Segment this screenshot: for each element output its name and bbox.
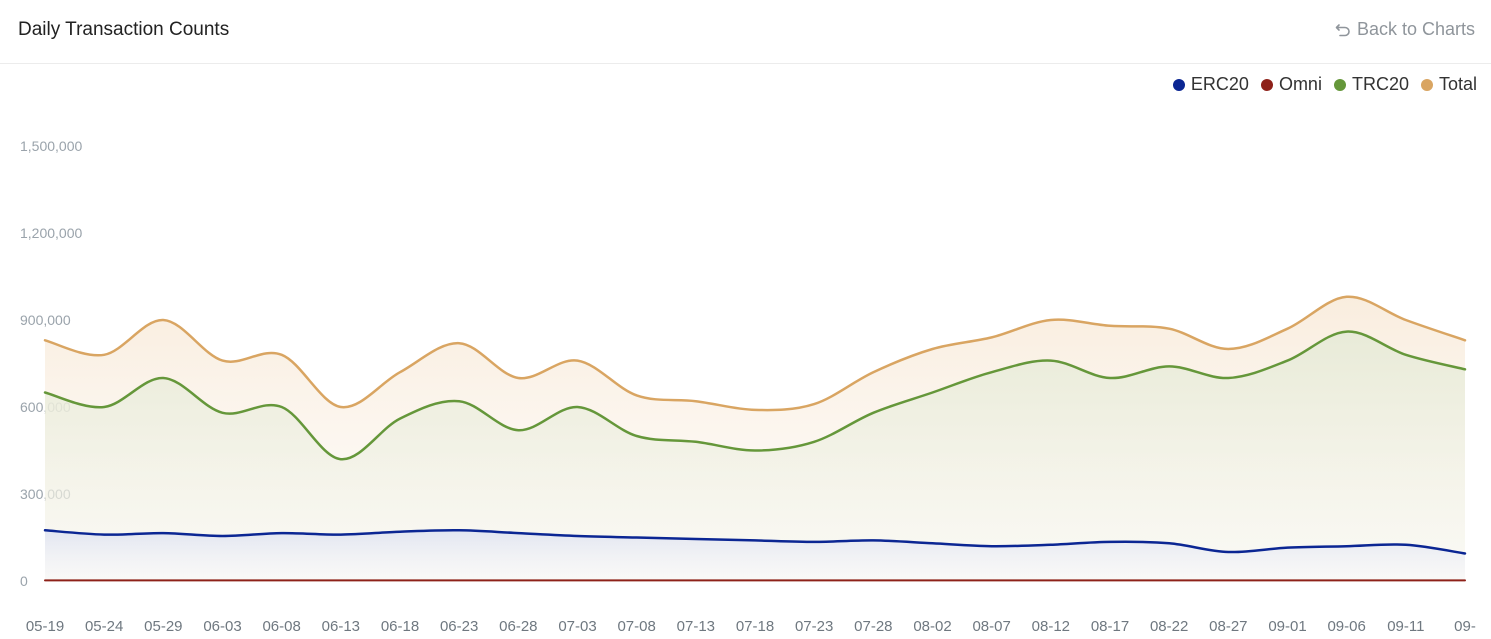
x-tick-label: 06-18 xyxy=(381,618,419,635)
legend-item-trc20[interactable]: TRC20 xyxy=(1333,74,1409,95)
legend-label-total: Total xyxy=(1438,74,1477,94)
series-areas xyxy=(45,296,1465,581)
x-tick-label: 06-23 xyxy=(440,618,478,635)
x-tick-label: 08-02 xyxy=(913,618,951,635)
x-tick-label: 07-18 xyxy=(736,618,774,635)
legend-label-omni: Omni xyxy=(1278,74,1322,94)
legend-dot-trc20 xyxy=(1333,78,1346,91)
x-tick-label: 05-19 xyxy=(26,618,64,635)
back-arrow-icon xyxy=(1335,23,1350,36)
x-tick-label: 08-27 xyxy=(1209,618,1247,635)
x-tick-label: 06-03 xyxy=(203,618,241,635)
x-tick-label: 08-07 xyxy=(972,618,1010,635)
x-tick-label: 06-13 xyxy=(322,618,360,635)
y-tick-label: 1,200,000 xyxy=(20,225,82,241)
x-axis: 05-19 05-24 05-29 06-03 06-08 06-13 06-18 06-23… xyxy=(26,618,1476,635)
x-tick-label: 07-23 xyxy=(795,618,833,635)
y-tick-label: 900,000 xyxy=(20,312,71,328)
back-to-charts-link[interactable]: Back to Charts xyxy=(1335,19,1475,40)
series-area-trc20 xyxy=(45,331,1465,581)
page-title: Daily Transaction Counts xyxy=(18,19,230,40)
y-tick-label: 0 xyxy=(20,573,28,589)
x-tick-label: 06-08 xyxy=(262,618,300,635)
legend-item-total[interactable]: Total xyxy=(1420,74,1477,95)
series-lines xyxy=(43,295,1467,582)
x-tick-label: 06-28 xyxy=(499,618,537,635)
x-tick-label: 09-01 xyxy=(1268,618,1306,635)
legend-dot-total xyxy=(1420,78,1433,91)
back-to-charts-label: Back to Charts xyxy=(1356,19,1475,39)
x-tick-label: 05-24 xyxy=(85,618,123,635)
series-line-total xyxy=(43,295,1467,412)
x-tick-label: 07-13 xyxy=(677,618,715,635)
x-tick-label: 08-12 xyxy=(1032,618,1070,635)
chart-legend: ERC20 Omni TRC20 Total xyxy=(1161,74,1477,95)
chart-header: Daily Transaction Counts Back to Charts xyxy=(0,0,1491,64)
legend-item-erc20[interactable]: ERC20 xyxy=(1172,74,1249,95)
legend-dot-erc20 xyxy=(1172,78,1185,91)
series-line-erc20 xyxy=(43,528,1467,555)
legend-dot-omni xyxy=(1260,78,1273,91)
legend-label-trc20: TRC20 xyxy=(1351,74,1409,94)
x-tick-label: 09-11 xyxy=(1387,618,1424,635)
x-tick-label: 09- xyxy=(1454,618,1476,635)
x-tick-label: 07-08 xyxy=(617,618,655,635)
x-tick-label: 09-06 xyxy=(1327,618,1365,635)
series-line-trc20 xyxy=(43,330,1467,461)
legend-label-erc20: ERC20 xyxy=(1190,74,1249,94)
y-tick-label: 1,500,000 xyxy=(20,138,82,154)
x-tick-label: 08-22 xyxy=(1150,618,1188,635)
x-tick-label: 05-29 xyxy=(144,618,182,635)
x-tick-label: 07-03 xyxy=(558,618,596,635)
legend-item-omni[interactable]: Omni xyxy=(1260,74,1322,95)
x-tick-label: 08-17 xyxy=(1091,618,1129,635)
x-tick-label: 07-28 xyxy=(854,618,892,635)
